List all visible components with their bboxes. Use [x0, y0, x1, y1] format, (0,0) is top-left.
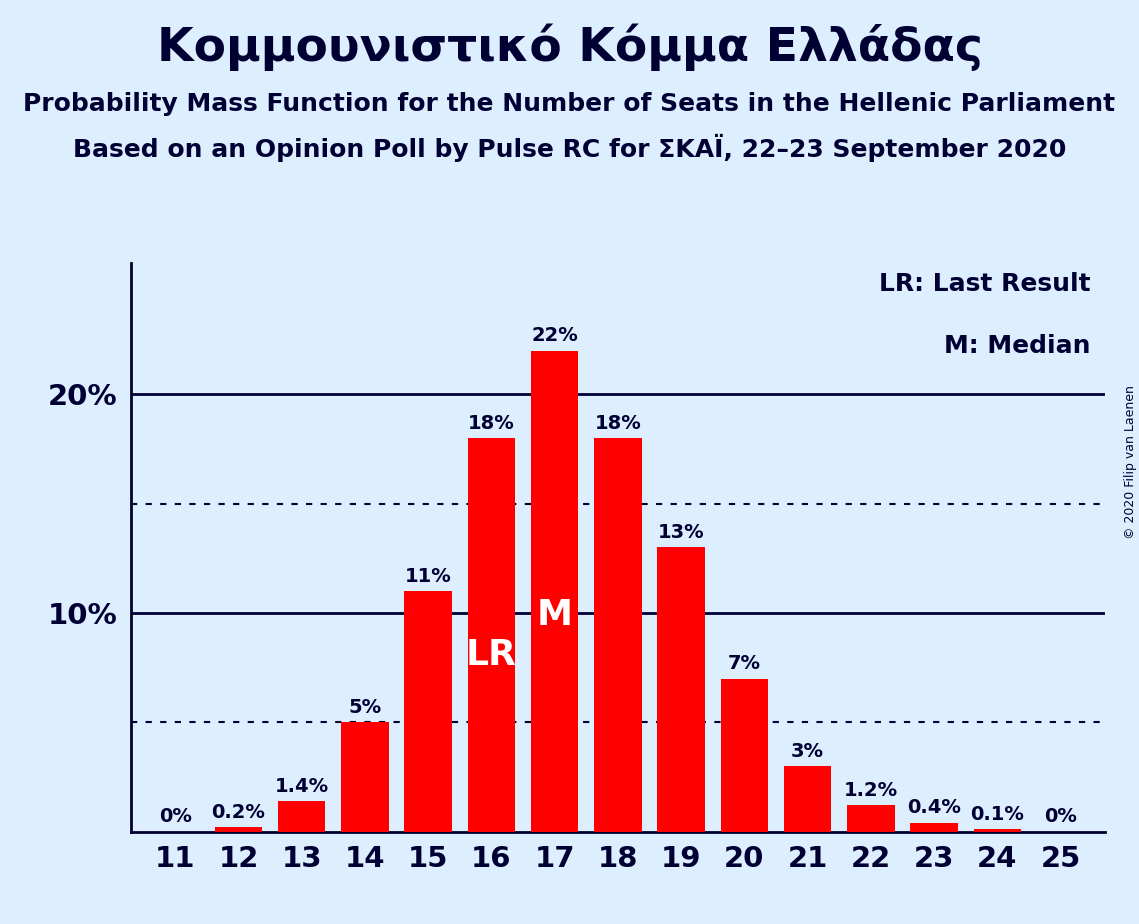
Bar — [657, 547, 705, 832]
Text: 0.1%: 0.1% — [970, 805, 1024, 824]
Bar — [342, 723, 388, 832]
Text: © 2020 Filip van Laenen: © 2020 Filip van Laenen — [1124, 385, 1137, 539]
Text: LR: Last Result: LR: Last Result — [878, 272, 1090, 296]
Bar — [910, 823, 958, 832]
Text: Based on an Opinion Poll by Pulse RC for ΣΚΑΪ, 22–23 September 2020: Based on an Opinion Poll by Pulse RC for… — [73, 134, 1066, 162]
Text: LR: LR — [466, 638, 517, 672]
Text: 0%: 0% — [158, 808, 191, 826]
Bar — [974, 830, 1021, 832]
Text: 1.4%: 1.4% — [274, 776, 329, 796]
Text: 18%: 18% — [595, 414, 641, 432]
Bar — [784, 766, 831, 832]
Bar — [404, 591, 452, 832]
Text: M: M — [536, 598, 573, 632]
Text: 11%: 11% — [404, 566, 451, 586]
Text: 5%: 5% — [349, 698, 382, 717]
Bar — [721, 678, 768, 832]
Text: Κομμουνιστικό Κόμμα Ελλάδας: Κομμουνιστικό Κόμμα Ελλάδας — [156, 23, 983, 70]
Text: Probability Mass Function for the Number of Seats in the Hellenic Parliament: Probability Mass Function for the Number… — [24, 92, 1115, 116]
Text: 3%: 3% — [792, 742, 825, 760]
Text: 7%: 7% — [728, 654, 761, 674]
Bar — [468, 438, 515, 832]
Bar — [278, 801, 326, 832]
Text: 0.4%: 0.4% — [907, 798, 961, 818]
Text: 13%: 13% — [658, 523, 704, 542]
Bar — [595, 438, 641, 832]
Bar — [847, 806, 894, 832]
Text: 18%: 18% — [468, 414, 515, 432]
Text: M: Median: M: Median — [944, 334, 1090, 359]
Text: 22%: 22% — [531, 326, 579, 346]
Bar — [215, 827, 262, 832]
Text: 1.2%: 1.2% — [844, 781, 898, 800]
Text: 0.2%: 0.2% — [212, 803, 265, 821]
Text: 0%: 0% — [1044, 808, 1077, 826]
Bar — [531, 351, 579, 832]
